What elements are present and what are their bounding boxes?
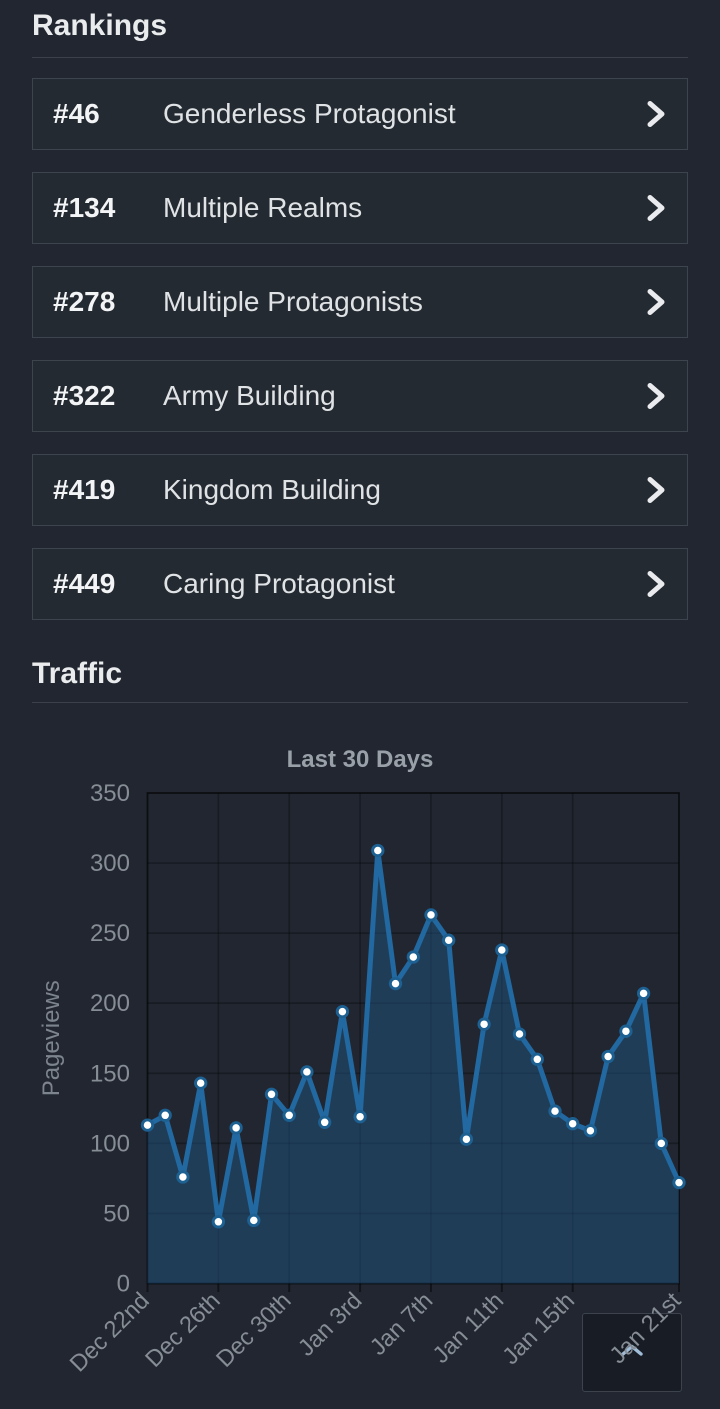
data-point [158, 1108, 172, 1122]
y-tick-label: 100 [90, 1130, 130, 1157]
data-point [530, 1052, 544, 1066]
rankings-title: Rankings [32, 9, 168, 42]
data-point [229, 1121, 243, 1135]
chevron-right-icon [647, 101, 665, 127]
data-point [371, 843, 385, 858]
data-point [247, 1213, 261, 1228]
data-point [211, 1215, 226, 1229]
ranking-row[interactable]: #449 Caring Protagonist [32, 548, 688, 620]
ranking-label: Caring Protagonist [163, 568, 395, 599]
x-tick-label: Jan 11th [427, 1287, 508, 1368]
y-grid: 0 50 100 150 200 250 300 350 [90, 780, 679, 1298]
ranking-rank: #278 [53, 286, 116, 317]
x-tick-label: Dec 30th [211, 1287, 296, 1372]
traffic-chart-canvas: Last 30 Days Pageviews 0 50 100 150 200 250 300 3… [38, 746, 686, 1377]
x-tick-label: Jan 7th [365, 1287, 438, 1360]
data-point [176, 1170, 190, 1184]
rankings-list: #46 Genderless Protagonist #134 Multiple Re… [32, 78, 688, 642]
data-points [140, 843, 686, 1229]
data-point [406, 950, 420, 964]
data-point [619, 1024, 633, 1038]
chevron-right-icon [647, 289, 665, 315]
x-tick-label: Jan 3rd [293, 1287, 367, 1361]
rankings-divider [32, 57, 688, 58]
data-point [282, 1108, 296, 1122]
data-point [318, 1115, 332, 1129]
data-point [654, 1136, 668, 1151]
y-tick-label: 350 [90, 780, 130, 807]
data-point [353, 1110, 367, 1124]
ranking-rank: #322 [53, 380, 116, 411]
data-point [566, 1117, 580, 1131]
data-point [459, 1132, 474, 1146]
data-point [424, 908, 438, 922]
data-point [442, 933, 456, 947]
data-point [335, 1004, 350, 1019]
data-point [140, 1118, 155, 1132]
x-tick-label: Jan 21st [604, 1287, 686, 1369]
series-line [145, 848, 682, 1225]
ranking-rank: #134 [53, 192, 116, 223]
data-point [300, 1065, 314, 1079]
ranking-row[interactable]: #46 Genderless Protagonist [32, 78, 688, 150]
ranking-rank: #46 [53, 98, 100, 129]
ranking-label: Multiple Realms [163, 192, 363, 223]
scroll-top-button[interactable] [582, 1313, 682, 1392]
x-tick-label: Jan 15th [497, 1287, 579, 1369]
chevron-right-icon [647, 195, 665, 221]
x-tick-label: Dec 26th [140, 1287, 225, 1372]
data-point [194, 1076, 208, 1090]
ranking-row[interactable]: #419 Kingdom Building [32, 454, 688, 526]
chevron-right-icon [647, 477, 665, 503]
ranking-label: Army Building [163, 380, 336, 411]
ranking-row[interactable]: #278 Multiple Protagonists [32, 266, 688, 338]
data-point [672, 1175, 686, 1190]
y-tick-label: 300 [90, 850, 130, 877]
ranking-rank: #449 [53, 568, 116, 599]
ranking-label: Kingdom Building [163, 474, 381, 505]
data-point [636, 986, 651, 1001]
ranking-row[interactable]: #134 Multiple Realms [32, 172, 688, 244]
traffic-title: Traffic [32, 657, 123, 690]
chevron-up-icon [621, 1344, 643, 1356]
traffic-divider [32, 702, 688, 703]
chevron-right-icon [647, 571, 665, 597]
data-point [601, 1049, 615, 1064]
ranking-row[interactable]: #322 Army Building [32, 360, 688, 432]
ranking-rank: #419 [53, 474, 116, 505]
y-tick-label: 200 [90, 990, 130, 1017]
ranking-label: Genderless Protagonist [163, 98, 456, 129]
area-fill [147, 850, 679, 1284]
data-point [512, 1027, 527, 1041]
chart-title: Last 30 Days [287, 746, 434, 773]
data-point [388, 976, 403, 991]
x-tick-label: Dec 22nd [65, 1287, 155, 1377]
plot-border [146, 792, 680, 1285]
chevron-right-icon [647, 383, 665, 409]
y-axis-label: Pageviews [38, 980, 65, 1096]
y-tick-label: 250 [90, 920, 130, 947]
y-tick-label: 50 [103, 1200, 130, 1227]
data-point [495, 943, 509, 957]
y-tick-label: 150 [90, 1060, 130, 1087]
data-point [264, 1087, 279, 1101]
y-tick-label: 0 [117, 1271, 130, 1298]
traffic-chart: Last 30 Days Pageviews 0 50 100 150 200 250 300 3… [0, 706, 720, 1409]
data-point [477, 1017, 491, 1031]
data-point [548, 1104, 562, 1118]
ranking-label: Multiple Protagonists [163, 286, 423, 317]
data-point [583, 1124, 598, 1138]
